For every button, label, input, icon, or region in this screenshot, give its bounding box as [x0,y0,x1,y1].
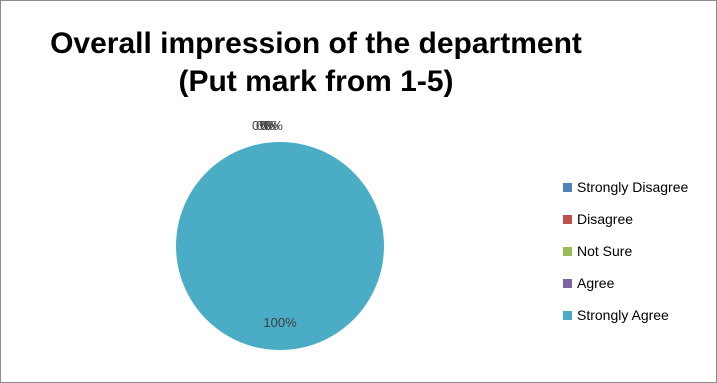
legend-label-not-sure: Not Sure [577,243,633,259]
pie-data-labels: 0%0%0%0% 100% [252,118,297,330]
chart-title: Overall impression of the department (Pu… [1,25,631,101]
legend-swatch-not-sure [563,246,572,256]
legend-label-strongly-disagree: Strongly Disagree [577,179,689,195]
legend-swatch-disagree [563,214,572,224]
legend-swatch-strongly-disagree [563,182,572,192]
legend-swatch-agree [563,278,572,288]
pie-data-label-not-sure: 0% [260,118,279,133]
legend-swatch-strongly-agree [563,310,572,320]
pie-data-label-disagree: 0% [256,118,275,133]
legend-item-agree: Agree [563,267,688,299]
chart-title-line-1: Overall impression of the department [50,27,582,60]
chart-title-line-2: (Put mark from 1-5) [178,65,454,98]
pie-data-label-strongly-agree: 100% [263,315,297,330]
pie-data-label-agree: 0% [264,118,283,133]
pie-slice-strongly-agree [176,142,384,350]
pie-slices [176,142,384,350]
legend-label-disagree: Disagree [577,211,634,227]
pie-data-label-strongly-disagree: 0% [252,118,271,133]
legend-label-strongly-agree: Strongly Agree [577,307,669,323]
legend-item-disagree: Disagree [563,203,688,235]
chart-legend: Strongly Disagree Disagree Not Sure Agre… [563,171,688,331]
legend-item-strongly-agree: Strongly Agree [563,299,688,331]
legend-item-strongly-disagree: Strongly Disagree [563,171,688,203]
legend-label-agree: Agree [577,275,615,291]
legend-item-not-sure: Not Sure [563,235,688,267]
